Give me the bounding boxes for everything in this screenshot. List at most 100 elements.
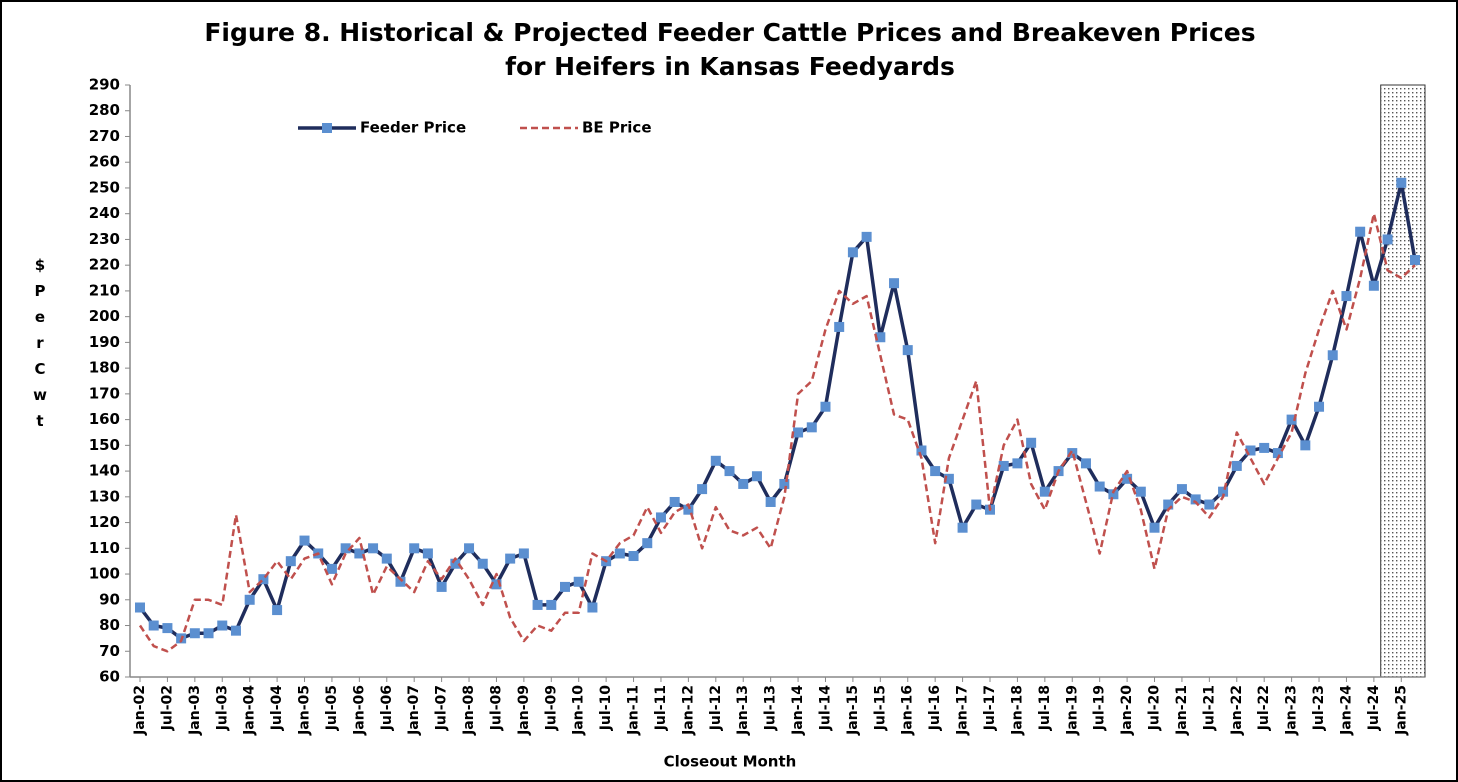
marker <box>847 247 858 258</box>
marker <box>697 484 708 495</box>
marker <box>299 535 310 546</box>
marker <box>779 478 790 489</box>
x-tick-label: Jul-13 <box>763 685 779 731</box>
x-tick-label: Jan-19 <box>1064 685 1080 736</box>
x-tick-label: Jul-03 <box>214 685 230 731</box>
marker <box>340 543 351 554</box>
x-tick-label: Jan-03 <box>187 685 203 736</box>
x-tick-label: Jul-22 <box>1256 685 1272 731</box>
marker <box>1039 486 1050 497</box>
y-tick-label: 120 <box>89 513 120 531</box>
marker <box>642 538 653 549</box>
y-tick-label: 290 <box>89 76 120 94</box>
x-tick-label: Jul-18 <box>1037 685 1053 731</box>
x-tick-label: Jan-25 <box>1393 685 1409 736</box>
marker <box>464 543 475 554</box>
marker <box>1026 437 1037 448</box>
y-tick-label: 150 <box>89 436 120 454</box>
marker <box>148 620 159 631</box>
x-tick-label: Jul-20 <box>1147 685 1163 732</box>
x-tick-label: Jan-18 <box>1009 685 1025 736</box>
legend-label: Feeder Price <box>360 119 466 137</box>
y-tick-label: 240 <box>89 204 120 222</box>
marker <box>806 422 817 433</box>
marker <box>875 332 886 343</box>
marker <box>751 471 762 482</box>
marker <box>532 599 543 610</box>
marker <box>1327 350 1338 361</box>
series-line <box>138 181 1417 641</box>
marker <box>834 321 845 332</box>
y-tick-label: 180 <box>89 359 120 377</box>
x-tick-label: Jul-17 <box>982 685 998 731</box>
marker <box>381 553 392 564</box>
x-tick-label: Jul-12 <box>708 685 724 731</box>
y-tick-label: 210 <box>89 281 120 299</box>
marker <box>1341 291 1352 302</box>
marker <box>614 548 625 559</box>
marker <box>203 628 214 639</box>
marker <box>1410 255 1420 266</box>
x-tick-label: Jul-16 <box>927 685 943 731</box>
marker <box>450 558 461 569</box>
marker <box>1286 414 1297 425</box>
marker <box>1218 486 1229 497</box>
marker <box>230 625 241 636</box>
x-tick-label: Jan-02 <box>132 685 148 736</box>
x-tick-label: Jul-04 <box>269 685 285 732</box>
marker <box>1176 484 1187 495</box>
x-tick-label: Jan-09 <box>516 685 532 736</box>
x-tick-label: Jul-11 <box>653 685 669 731</box>
marker <box>1149 522 1160 533</box>
marker <box>1300 440 1311 451</box>
marker <box>1231 460 1242 471</box>
x-tick-label: Jul-05 <box>324 685 340 731</box>
marker <box>710 455 721 466</box>
marker <box>1368 280 1379 291</box>
x-tick-label: Jul-07 <box>434 685 450 731</box>
x-tick-label: Jul-23 <box>1311 685 1327 731</box>
y-tick-label: 220 <box>89 256 120 274</box>
marker <box>1245 445 1256 456</box>
x-tick-label: Jan-21 <box>1174 685 1190 736</box>
y-axis-title: $ Per Cwt <box>33 256 47 430</box>
marker <box>135 602 145 613</box>
y-tick-label: 260 <box>89 153 120 171</box>
x-tick-label: Jul-09 <box>543 685 559 731</box>
x-tick-label: Jul-24 <box>1366 685 1382 732</box>
marker <box>889 278 900 289</box>
y-tick-label: 170 <box>89 384 120 402</box>
marker <box>1122 473 1133 484</box>
y-tick-label: 160 <box>89 410 120 428</box>
marker <box>1190 494 1201 505</box>
marker <box>587 602 598 613</box>
x-tick-label: Jan-10 <box>571 685 587 736</box>
projection-shade <box>1380 84 1426 678</box>
y-tick-label: 100 <box>89 565 120 583</box>
x-tick-label: Jul-06 <box>379 685 395 731</box>
marker <box>258 574 269 585</box>
marker <box>820 401 831 412</box>
marker <box>669 496 680 507</box>
x-tick-label: Jan-17 <box>955 685 971 736</box>
marker <box>724 466 735 477</box>
marker <box>354 548 365 559</box>
marker <box>957 522 968 533</box>
marker <box>1012 458 1023 469</box>
x-tick-label: Jan-08 <box>461 685 477 736</box>
marker <box>998 460 1009 471</box>
marker <box>1204 499 1215 510</box>
x-tick-label: Jan-14 <box>790 685 806 736</box>
marker <box>683 504 694 515</box>
x-tick-label: Jan-13 <box>735 685 751 736</box>
marker <box>943 473 954 484</box>
x-tick-label: Jan-04 <box>242 685 258 736</box>
marker <box>765 496 776 507</box>
x-tick-label: Jan-12 <box>680 685 696 736</box>
marker <box>162 623 173 634</box>
marker <box>518 548 529 559</box>
marker <box>971 499 982 510</box>
